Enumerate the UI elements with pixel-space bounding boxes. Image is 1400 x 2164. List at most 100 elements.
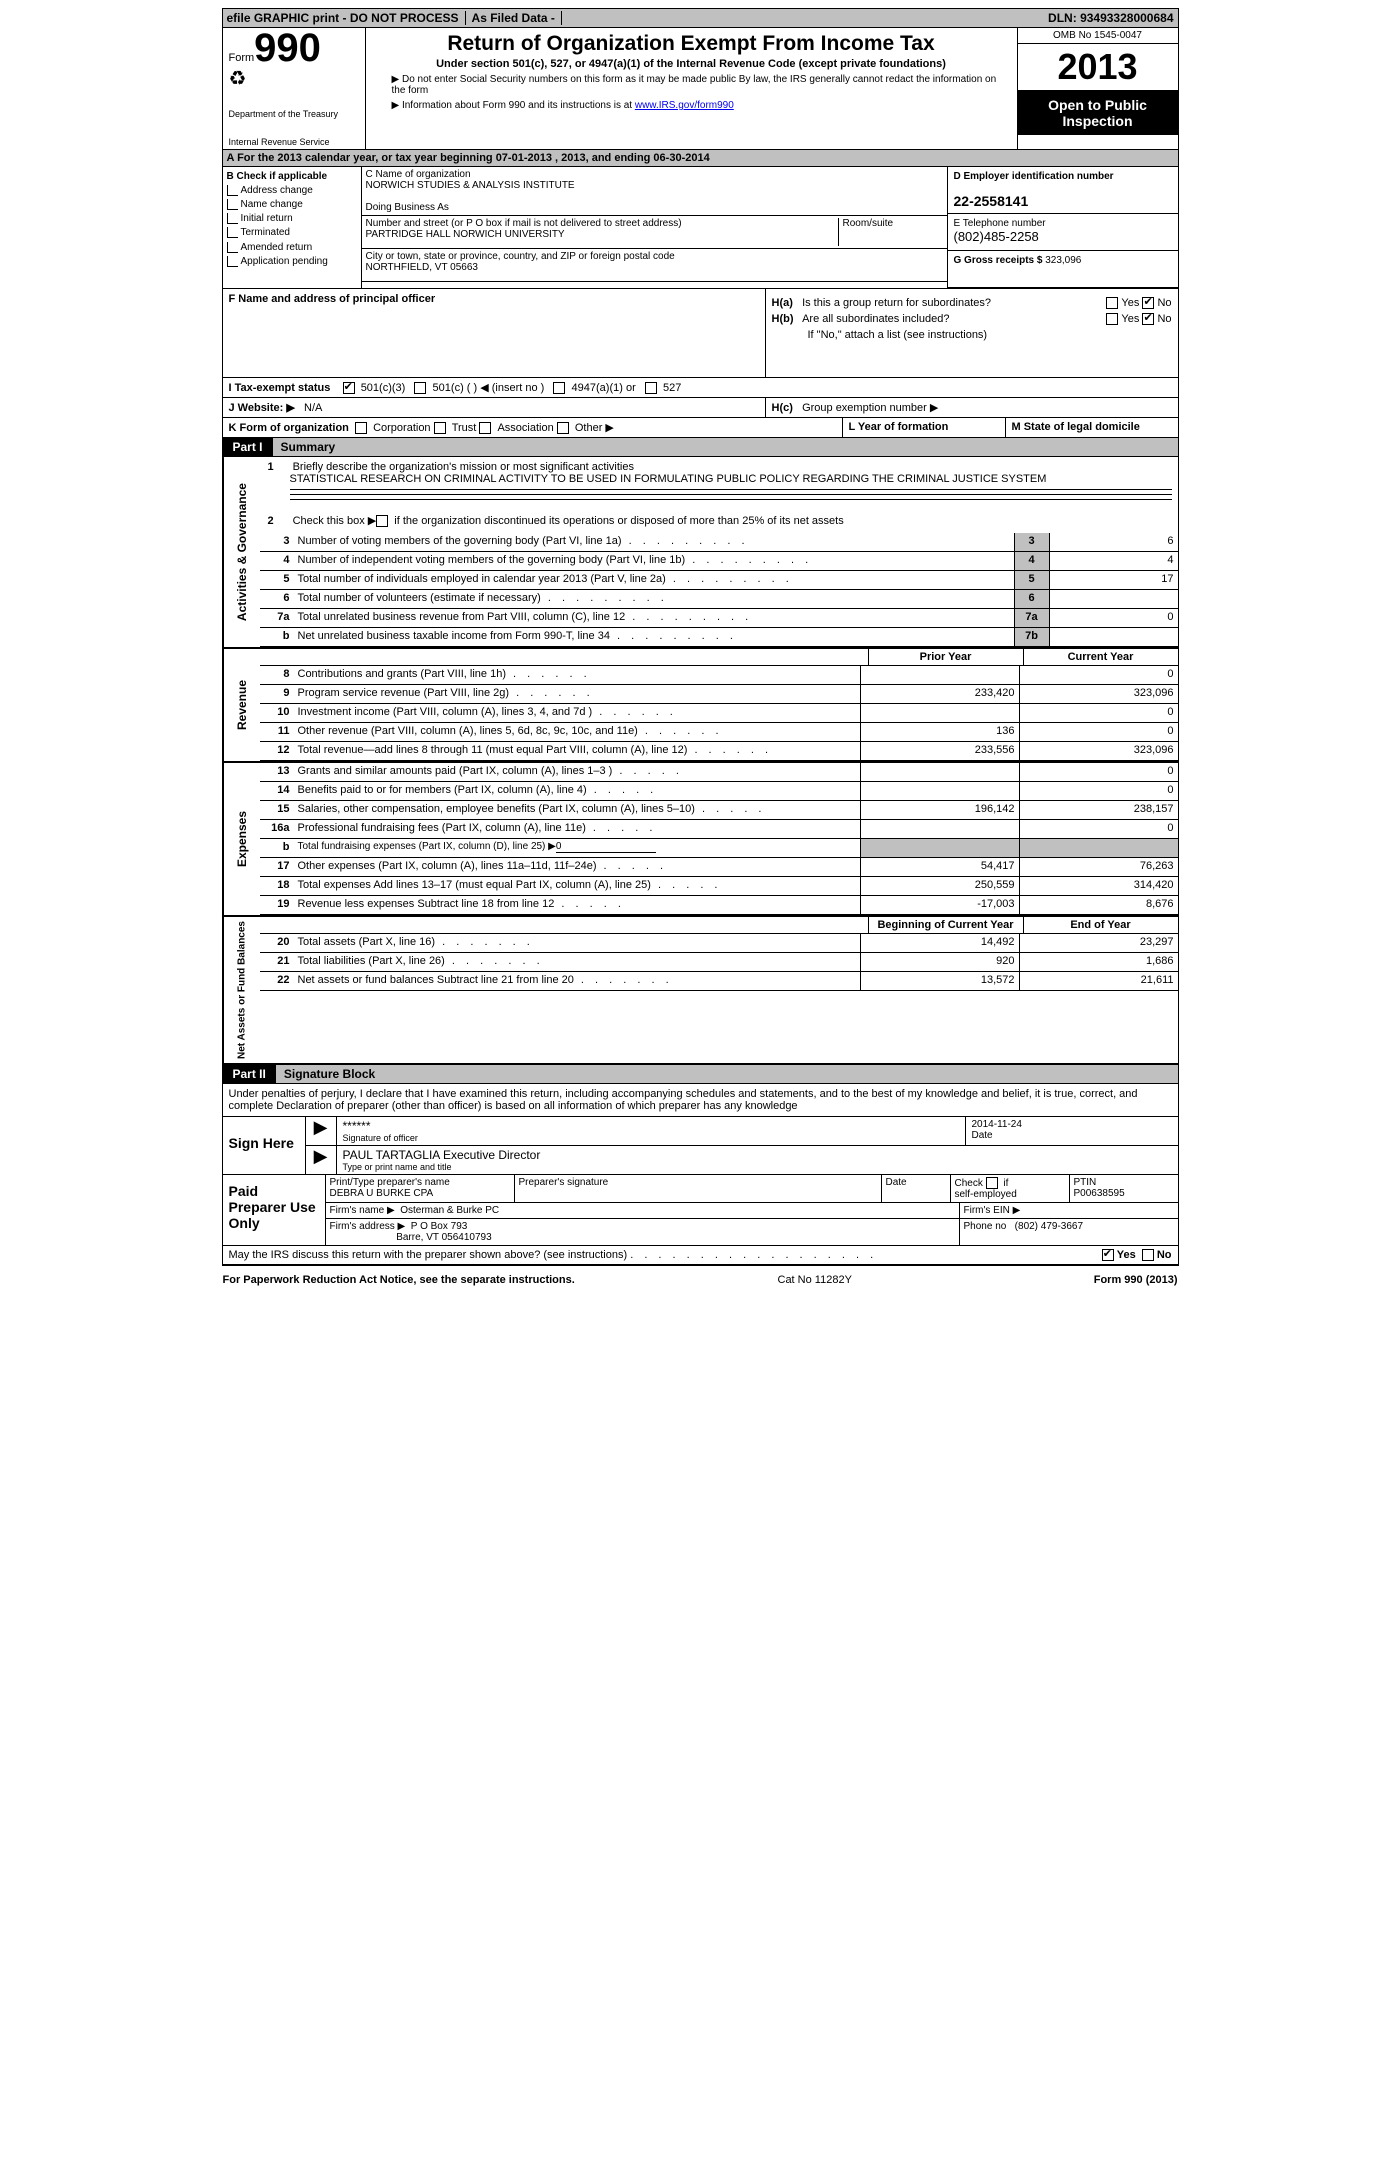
section-bcd: B Check if applicable Address change Nam… [223,167,1178,289]
addr2-label: City or town, state or province, country… [366,251,943,262]
chk-501c3[interactable] [343,382,355,394]
dln-block: DLN: 93493328000684 [1048,11,1173,25]
rev-header: Prior Year Current Year [260,649,1178,666]
firm-addr2: Barre, VT 056410793 [396,1232,491,1243]
as-filed-note: As Filed Data - [472,11,562,25]
footer-row: For Paperwork Reduction Act Notice, see … [223,1270,1178,1290]
chk-4947[interactable] [553,382,565,394]
chk-name-change[interactable] [227,199,238,210]
phone-label: E Telephone number [954,218,1172,229]
header-right: OMB No 1545-0047 2013 Open to Public Ins… [1017,28,1178,149]
hb-line: H(b) Are all subordinates included? Yes … [772,313,1172,325]
chk-501c[interactable] [414,382,426,394]
ein-label: D Employer identification number [954,171,1172,182]
preparer-label: Paid Preparer Use Only [223,1175,326,1245]
row-j: J Website: ▶ N/A H(c) Group exemption nu… [223,398,1178,418]
ha-no-chk[interactable] [1142,297,1154,309]
form-990-container: efile GRAPHIC print - DO NOT PROCESS As … [222,8,1179,1266]
chk-initial-return[interactable] [227,213,238,224]
gov-row-7a: 7aTotal unrelated business revenue from … [260,609,1178,628]
chk-discontinued[interactable] [376,515,388,527]
hb-no-chk[interactable] [1142,313,1154,325]
exp-section: Expenses 13Grants and similar amounts pa… [223,763,1178,917]
efile-top-bar: efile GRAPHIC print - DO NOT PROCESS As … [223,9,1178,28]
footer-mid: Cat No 11282Y [778,1274,1028,1286]
side-gov: Activities & Governance [223,457,260,647]
dba-label: Doing Business As [366,202,943,213]
form-subtitle: Under section 501(c), 527, or 4947(a)(1)… [372,58,1011,70]
org-address2-block: City or town, state or province, country… [362,249,947,282]
prep-row-1: Print/Type preparer's name DEBRA U BURKE… [326,1175,1178,1203]
efile-note: efile GRAPHIC print - DO NOT PROCESS [227,11,466,25]
q2-block: 2 Check this box ▶ if the organization d… [260,508,1178,533]
net-row-21: 21Total liabilities (Part X, line 26) . … [260,953,1178,972]
chk-address-change[interactable] [227,185,238,196]
gov-row-5: 5Total number of individuals employed in… [260,571,1178,590]
form-title: Return of Organization Exempt From Incom… [372,32,1011,56]
sign-arrow-2: ▶ [306,1146,337,1174]
org-name-label: C Name of organization [366,169,943,180]
exp-row-b: bTotal fundraising expenses (Part IX, co… [260,839,1178,858]
ein-value: 22-2558141 [954,193,1172,209]
hb-yes-chk[interactable] [1106,313,1118,325]
col-f-officer: F Name and address of principal officer [223,289,766,377]
part1-title: Summary [273,438,344,456]
part1-header: Part I Summary [223,438,1178,457]
firm-addr1: P O Box 793 [411,1221,468,1232]
dept-treasury: Department of the Treasury [229,109,359,119]
officer-signature: ****** [343,1119,959,1133]
side-net: Net Assets or Fund Balances [223,917,260,1063]
org-name-block: C Name of organization NORWICH STUDIES &… [362,167,947,216]
phone-block: E Telephone number (802)485-2258 [948,214,1178,251]
exp-row-19: 19Revenue less expenses Subtract line 18… [260,896,1178,915]
chk-amended[interactable] [227,242,238,253]
exp-row-16a: 16aProfessional fundraising fees (Part I… [260,820,1178,839]
chk-527[interactable] [645,382,657,394]
org-address1-block: Number and street (or P O box if mail is… [362,216,947,249]
prep-row-3: Firm's address ▶ P O Box 793 Barre, VT 0… [326,1219,1178,1245]
sign-date: 2014-11-24 [972,1119,1172,1130]
gross-value: 323,096 [1045,255,1081,266]
org-name: NORWICH STUDIES & ANALYSIS INSTITUTE [366,180,943,191]
chk-self-employed[interactable] [986,1177,998,1189]
chk-corp[interactable] [355,422,367,434]
net-row-20: 20Total assets (Part X, line 16) . . . .… [260,934,1178,953]
chk-pending[interactable] [227,256,238,267]
col-b-title: B Check if applicable [227,171,357,182]
col-end: End of Year [1023,917,1178,933]
form-note-1: ▶ Do not enter Social Security numbers o… [372,74,1011,96]
discuss-yes-chk[interactable] [1102,1249,1114,1261]
chk-terminated[interactable] [227,227,238,238]
preparer-name: DEBRA U BURKE CPA [330,1188,510,1199]
form-word: Form [229,52,255,64]
rev-row-8: 8Contributions and grants (Part VIII, li… [260,666,1178,685]
col-b-checkboxes: B Check if applicable Address change Nam… [223,167,362,288]
side-exp: Expenses [223,763,260,915]
irs-link[interactable]: www.IRS.gov/form990 [635,100,734,111]
sign-line-2: ▶ PAUL TARTAGLIA Executive Director Type… [306,1146,1178,1174]
footer-right: Form 990 (2013) [1028,1274,1178,1286]
form-note-2: ▶ Information about Form 990 and its ins… [372,100,1011,111]
prep-row-2: Firm's name ▶ Osterman & Burke PC Firm's… [326,1203,1178,1219]
rev-row-11: 11Other revenue (Part VIII, column (A), … [260,723,1178,742]
net-row-22: 22Net assets or fund balances Subtract l… [260,972,1178,991]
side-rev: Revenue [223,649,260,761]
discuss-no-chk[interactable] [1142,1249,1154,1261]
gov-row-3: 3Number of voting members of the governi… [260,533,1178,552]
rev-row-10: 10Investment income (Part VIII, column (… [260,704,1178,723]
preparer-block: Paid Preparer Use Only Print/Type prepar… [223,1175,1178,1246]
col-current: Current Year [1023,649,1178,665]
ha-yes-chk[interactable] [1106,297,1118,309]
exp-row-18: 18Total expenses Add lines 13–17 (must e… [260,877,1178,896]
chk-other[interactable] [557,422,569,434]
sign-arrow-1: ▶ [306,1117,337,1145]
gov-row-4: 4Number of independent voting members of… [260,552,1178,571]
net-section: Net Assets or Fund Balances Beginning of… [223,917,1178,1065]
gross-receipts-block: G Gross receipts $ 323,096 [948,251,1178,288]
rev-row-12: 12Total revenue—add lines 8 through 11 (… [260,742,1178,761]
perjury-text: Under penalties of perjury, I declare th… [223,1084,1178,1116]
chk-trust[interactable] [434,422,446,434]
chk-assoc[interactable] [479,422,491,434]
sign-here-label: Sign Here [223,1117,306,1174]
header-left: Form990 ♻ Department of the Treasury Int… [223,28,366,149]
